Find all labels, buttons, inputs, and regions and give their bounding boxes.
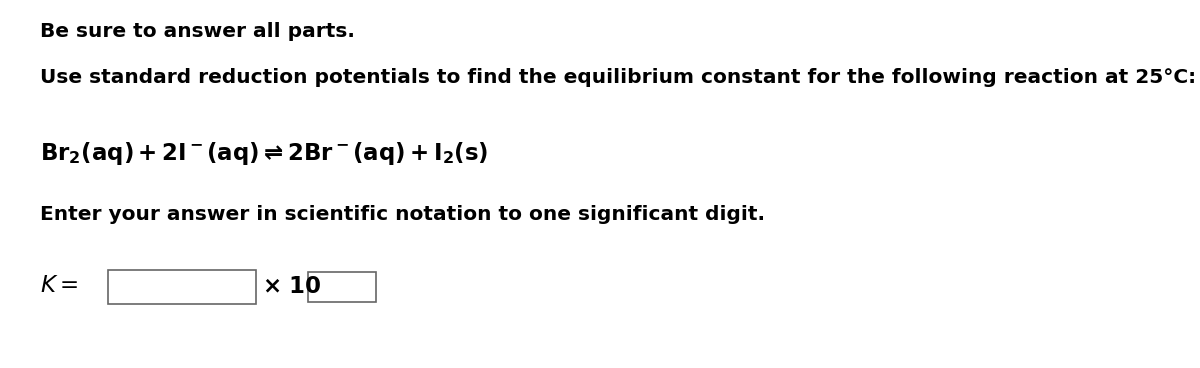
Text: $\bf{Br_2(aq) + 2I^-(aq) \rightleftharpoons 2Br^-(aq) + I_2(s)}$: $\bf{Br_2(aq) + 2I^-(aq) \rightleftharpo… [40,140,488,167]
Text: Enter your answer in scientific notation to one significant digit.: Enter your answer in scientific notation… [40,205,766,224]
Text: Be sure to answer all parts.: Be sure to answer all parts. [40,22,355,41]
FancyBboxPatch shape [308,272,376,302]
FancyBboxPatch shape [108,270,256,304]
Text: $\mathit{K}=$: $\mathit{K}=$ [40,275,78,297]
Text: $\mathbf{\times\ 10}$: $\mathbf{\times\ 10}$ [262,275,322,298]
Text: Use standard reduction potentials to find the equilibrium constant for the follo: Use standard reduction potentials to fin… [40,68,1196,87]
